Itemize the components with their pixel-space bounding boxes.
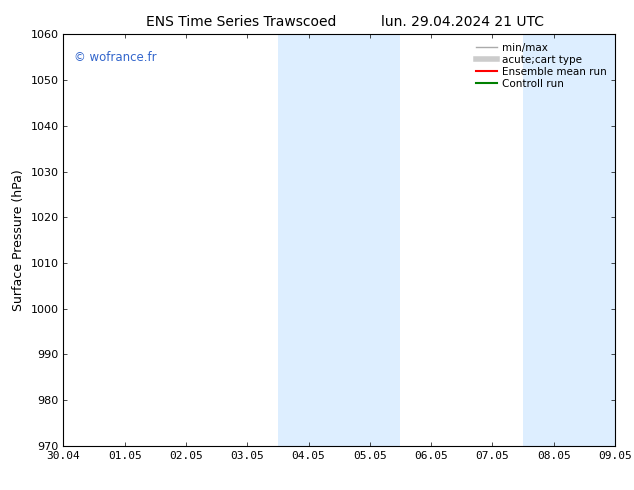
Text: ENS Time Series Trawscoed: ENS Time Series Trawscoed [146, 15, 336, 29]
Legend: min/max, acute;cart type, Ensemble mean run, Controll run: min/max, acute;cart type, Ensemble mean … [473, 40, 610, 92]
Bar [523, 34, 585, 446]
Bar [585, 34, 615, 446]
Bar [339, 34, 401, 446]
Bar [278, 34, 339, 446]
Y-axis label: Surface Pressure (hPa): Surface Pressure (hPa) [12, 169, 25, 311]
Text: © wofrance.fr: © wofrance.fr [74, 51, 157, 64]
Text: lun. 29.04.2024 21 UTC: lun. 29.04.2024 21 UTC [381, 15, 545, 29]
